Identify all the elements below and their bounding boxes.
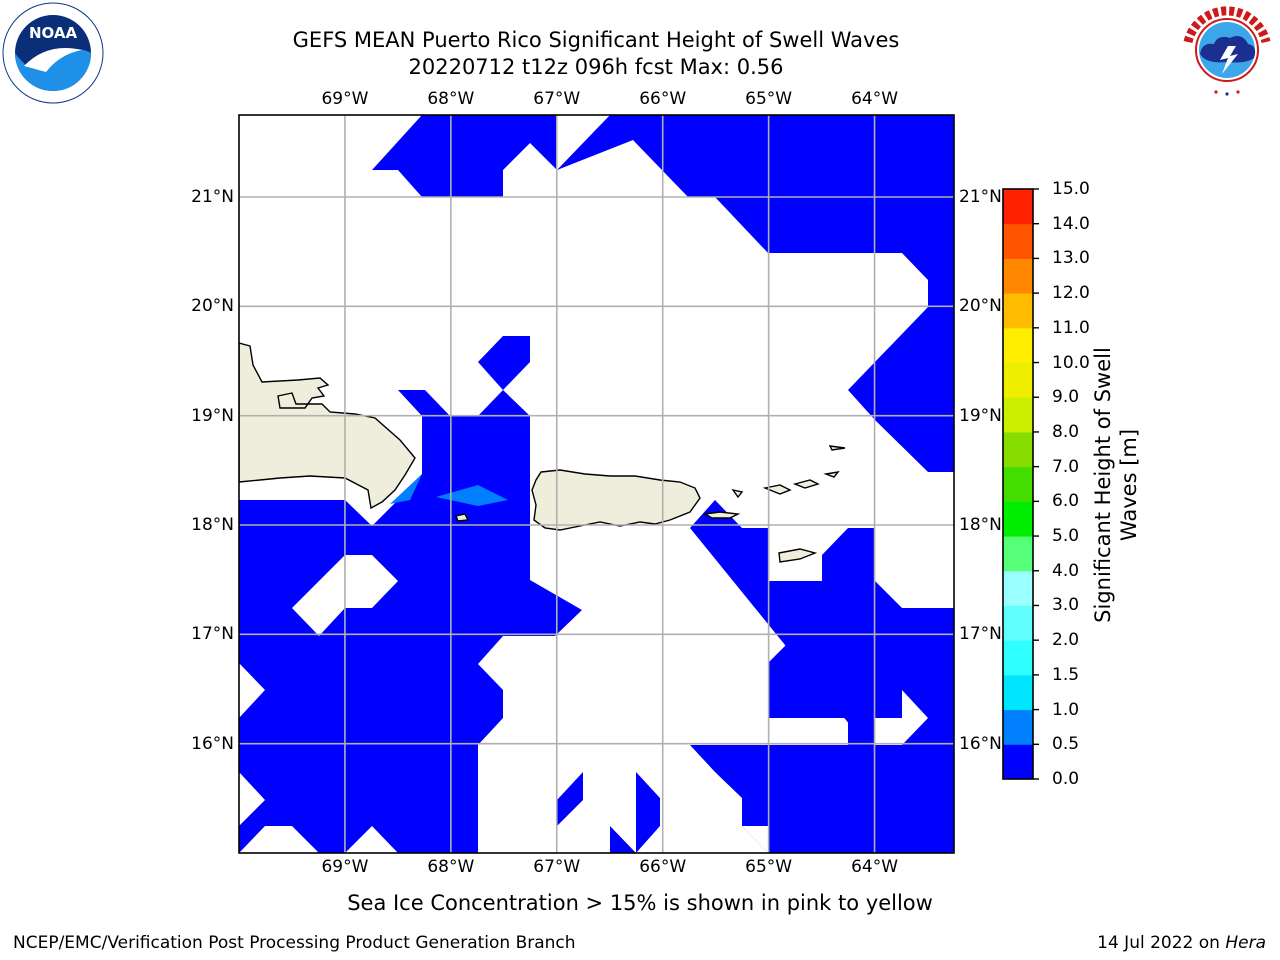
colorbar-tick-label: 1.0 bbox=[1052, 699, 1080, 720]
lon-tick-label-top: 64°W bbox=[851, 89, 899, 109]
colorbar-segment bbox=[1003, 709, 1033, 745]
lon-tick-label-top: 68°W bbox=[427, 89, 475, 109]
swell-height-0.5-1.0 bbox=[390, 474, 508, 506]
swell-region-southeast-2 bbox=[768, 636, 902, 745]
swell-region-north-2 bbox=[503, 115, 557, 170]
virgin-islands-1 bbox=[762, 484, 792, 495]
title-line-2: 20220712 t12z 096h fcst Max: 0.56 bbox=[408, 55, 784, 79]
mona-island bbox=[455, 513, 470, 522]
colorbar-tick-label: 6.0 bbox=[1052, 491, 1080, 512]
colorbar-segment bbox=[1003, 501, 1033, 537]
colorbar-segment bbox=[1003, 223, 1033, 259]
lat-tick-label-left: 19°N bbox=[191, 405, 234, 426]
footer-credit: NCEP/EMC/Verification Post Processing Pr… bbox=[13, 933, 576, 953]
noaa-logo-text: NOAA bbox=[29, 24, 78, 42]
colorbar-tick-label: 14.0 bbox=[1052, 213, 1090, 234]
nws-logo bbox=[1181, 4, 1273, 96]
lon-tick-label-top: 69°W bbox=[321, 89, 369, 109]
colorbar-tick-label: 0.0 bbox=[1052, 769, 1080, 789]
puerto-rico bbox=[531, 469, 701, 531]
lon-tick-label-bottom: 67°W bbox=[533, 857, 581, 877]
colorbar-segment bbox=[1003, 362, 1033, 398]
colorbar-segment bbox=[1003, 536, 1033, 572]
swell-region-mona bbox=[239, 390, 582, 636]
colorbar-segment bbox=[1003, 293, 1033, 329]
lat-tick-label-left: 20°N bbox=[191, 296, 234, 317]
lon-tick-label-bottom: 69°W bbox=[321, 857, 369, 877]
colorbar-tick-label: 4.0 bbox=[1052, 560, 1080, 581]
swell-region-south bbox=[239, 636, 503, 853]
colorbar-tick-label: 3.0 bbox=[1052, 595, 1080, 616]
swell-region-south-small bbox=[557, 772, 583, 826]
land-areas bbox=[239, 342, 846, 563]
hispaniola bbox=[239, 342, 416, 510]
footer-host: Hera bbox=[1225, 933, 1266, 953]
swell-region-south-strip bbox=[795, 800, 875, 853]
colorbar-tick-label: 5.0 bbox=[1052, 526, 1080, 547]
lat-tick-label-right: 19°N bbox=[959, 405, 1002, 426]
colorbar bbox=[1002, 188, 1039, 780]
colorbar-tick-label: 15.0 bbox=[1052, 179, 1090, 199]
colorbar-tick-label: 12.0 bbox=[1052, 283, 1090, 304]
colorbar-segment bbox=[1003, 605, 1033, 641]
colorbar-segment bbox=[1003, 431, 1033, 468]
swell-region-northwest-blob bbox=[478, 336, 530, 390]
colorbar-segment bbox=[1003, 674, 1033, 711]
colorbar-segment bbox=[1003, 570, 1033, 606]
lon-tick-label-bottom: 68°W bbox=[427, 857, 475, 877]
colorbar-tick-label: 1.5 bbox=[1052, 664, 1080, 685]
colorbar-segment bbox=[1003, 397, 1033, 433]
colorbar-tick-label: 13.0 bbox=[1052, 248, 1090, 269]
colorbar-segment bbox=[1003, 466, 1033, 502]
lat-tick-label-left: 21°N bbox=[191, 187, 234, 207]
map-frame bbox=[238, 114, 955, 854]
colorbar-tick-label: 9.0 bbox=[1052, 387, 1080, 408]
virgin-islands-3 bbox=[828, 445, 846, 451]
vieques bbox=[702, 511, 741, 519]
colorbar-tick-label: 10.0 bbox=[1052, 352, 1090, 373]
colorbar-frame bbox=[1002, 188, 1034, 780]
lon-tick-label-bottom: 64°W bbox=[851, 857, 899, 877]
map-gridlines bbox=[239, 115, 954, 853]
lat-tick-label-right: 17°N bbox=[959, 624, 1002, 645]
swell-region-north bbox=[372, 115, 503, 197]
culebra bbox=[731, 488, 744, 499]
st-croix bbox=[778, 548, 818, 563]
lon-tick-label-bottom: 65°W bbox=[745, 857, 793, 877]
swell-region-northeast bbox=[557, 115, 954, 308]
colorbar-tick-label: 8.0 bbox=[1052, 421, 1080, 442]
swell-region-east bbox=[848, 280, 954, 472]
noaa-logo: NOAA bbox=[2, 2, 104, 104]
title-line-1: GEFS MEAN Puerto Rico Significant Height… bbox=[292, 28, 900, 52]
colorbar-tick-label: 11.0 bbox=[1052, 317, 1090, 338]
lon-tick-label-bottom: 66°W bbox=[639, 857, 687, 877]
virgin-islands-2 bbox=[792, 479, 820, 489]
lat-tick-label-left: 18°N bbox=[191, 515, 234, 535]
colorbar-segment bbox=[1003, 258, 1033, 294]
lat-tick-label-right: 20°N bbox=[959, 296, 1002, 317]
colorbar-segment bbox=[1003, 640, 1033, 676]
lat-tick-label-right: 18°N bbox=[959, 515, 1002, 535]
lat-tick-label-right: 21°N bbox=[959, 187, 1002, 207]
virgin-islands-4 bbox=[823, 471, 840, 478]
colorbar-label: Significant Height of Swell Waves [m] bbox=[1091, 347, 1141, 623]
lat-tick-label-left: 17°N bbox=[191, 624, 234, 645]
lon-tick-label-top: 66°W bbox=[639, 89, 687, 109]
colorbar-segment bbox=[1003, 189, 1033, 225]
swell-region-southeast bbox=[610, 500, 954, 853]
colorbar-segment bbox=[1003, 744, 1033, 780]
colorbar-segment bbox=[1003, 327, 1033, 364]
swell-height-fill bbox=[239, 115, 954, 853]
colorbar-tick-label: 0.5 bbox=[1052, 734, 1080, 755]
colorbar-tick-label: 2.0 bbox=[1052, 630, 1080, 651]
lat-tick-label-right: 16°N bbox=[959, 733, 1002, 754]
colorbar-tick-label: 7.0 bbox=[1052, 456, 1080, 477]
footer-date-text: 14 Jul 2022 on bbox=[1097, 933, 1226, 953]
lon-tick-label-top: 67°W bbox=[533, 89, 581, 109]
footer-date: 14 Jul 2022 on Hera bbox=[1097, 932, 1266, 954]
lon-tick-label-top: 65°W bbox=[745, 89, 793, 109]
lat-tick-label-left: 16°N bbox=[191, 733, 234, 754]
sea-ice-note: Sea Ice Concentration > 15% is shown in … bbox=[347, 891, 933, 915]
